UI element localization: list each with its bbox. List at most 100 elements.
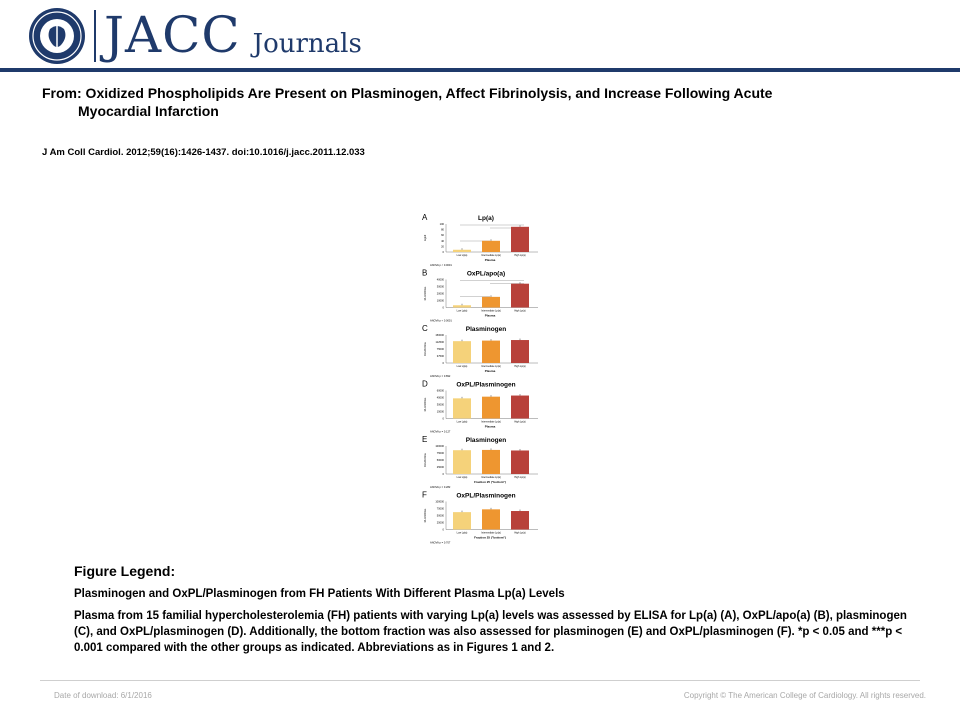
x-tick-e: Low Lp(a)	[457, 476, 468, 479]
y-tick-b: 10000	[437, 299, 445, 303]
panel-title-b: OxPL/apo(a)	[467, 271, 505, 278]
x-label-e: Fraction 25 ("bottom")	[474, 480, 506, 484]
x-tick-a: Intermediate Lp(a)	[481, 254, 501, 257]
y-label-b: RLU/100ms	[423, 286, 427, 300]
x-tick-d: High Lp(a)	[514, 421, 525, 424]
y-tick-b: 30000	[437, 285, 445, 289]
y-tick-f: 75000	[437, 507, 445, 511]
x-label-a: Plasma	[485, 258, 496, 262]
bar-c-3	[511, 340, 529, 363]
y-tick-b: 40000	[437, 278, 445, 282]
anova-a: ANOVA p < 0.0001	[430, 263, 452, 267]
acc-seal-icon	[29, 8, 85, 64]
y-tick-c: 0	[443, 361, 445, 365]
y-tick-a: 60	[441, 233, 444, 237]
panel-letter-a: A	[422, 213, 428, 222]
panel-title-c: Plasminogen	[466, 326, 506, 333]
panel-letter-b: B	[422, 269, 427, 278]
x-tick-b: Low Lp(a)	[457, 310, 468, 313]
x-label-c: Plasma	[485, 369, 496, 373]
panel-title-d: OxPL/Plasminogen	[456, 382, 515, 389]
x-label-b: Plasma	[485, 314, 496, 318]
y-label-a: mg/dl	[423, 234, 427, 241]
legend-body: Plasma from 15 familial hypercholesterol…	[74, 610, 907, 654]
brand-divider	[94, 10, 96, 62]
bar-e-1	[453, 450, 471, 474]
panel-letter-c: C	[422, 324, 428, 333]
journal-logo: JACC Journals	[104, 4, 362, 66]
x-tick-f: Low Lp(a)	[457, 532, 468, 535]
y-tick-c: 150000	[435, 333, 444, 337]
y-label-c: RLU/100ms	[423, 341, 427, 355]
logo-sub: Journals	[252, 29, 362, 59]
citation: J Am Coll Cardiol. 2012;59(16):1426-1437…	[42, 147, 365, 158]
bar-a-3	[511, 226, 529, 252]
legend-title: Plasminogen and OxPL/Plasminogen from FH…	[74, 588, 565, 600]
x-tick-c: High Lp(a)	[514, 365, 525, 368]
y-tick-d: 45000	[437, 396, 445, 400]
y-tick-e: 100000	[435, 444, 444, 448]
x-tick-a: Low Lp(a)	[457, 254, 468, 257]
anova-e: ANOVA p = 0.282	[430, 485, 451, 489]
y-tick-f: 0	[443, 528, 445, 532]
y-tick-c: 75000	[437, 347, 445, 351]
x-label-d: Plasma	[485, 425, 496, 429]
x-tick-b: Intermediate Lp(a)	[481, 310, 501, 313]
y-label-e: RLU/100ms	[423, 452, 427, 466]
y-tick-a: 20	[441, 244, 444, 248]
x-tick-d: Low Lp(a)	[457, 421, 468, 424]
y-tick-e: 50000	[437, 458, 445, 462]
anova-b: ANOVA p < 0.0001	[430, 319, 452, 323]
bar-a-1	[453, 249, 471, 252]
bar-f-1	[453, 512, 471, 530]
y-tick-d: 60000	[437, 389, 445, 393]
bar-b-3	[511, 283, 529, 308]
x-tick-f: High Lp(a)	[514, 532, 525, 535]
y-tick-c: 112500	[436, 340, 445, 344]
y-tick-e: 25000	[437, 465, 445, 469]
title-line-2: Myocardial Infarction	[78, 103, 219, 119]
legend-heading: Figure Legend:	[74, 563, 176, 579]
y-tick-a: 0	[443, 250, 445, 254]
footer-rule	[40, 680, 920, 681]
y-tick-c: 37500	[437, 354, 445, 358]
x-tick-e: Intermediate Lp(a)	[481, 476, 501, 479]
panel-title-a: Lp(a)	[478, 215, 494, 222]
panel-letter-f: F	[422, 491, 427, 500]
x-tick-b: High Lp(a)	[514, 310, 525, 313]
y-tick-a: 40	[441, 239, 444, 243]
bar-d-3	[511, 395, 529, 419]
bar-d-1	[453, 398, 471, 419]
y-tick-d: 30000	[437, 403, 445, 407]
bar-b-1	[453, 305, 471, 308]
anova-d: ANOVA p = 0.127	[430, 430, 451, 434]
x-tick-e: High Lp(a)	[514, 476, 525, 479]
bar-b-2	[482, 296, 500, 308]
x-tick-d: Intermediate Lp(a)	[481, 421, 501, 424]
x-tick-a: High Lp(a)	[514, 254, 525, 257]
download-date: Date of download: 6/1/2016	[54, 691, 152, 700]
article-title: From: Oxidized Phospholipids Are Present…	[42, 84, 902, 120]
figure: A Lp(a) mg/dl 0 20 40 60 80 100 Low Lp(a) Intermed…	[420, 210, 540, 545]
panel-letter-e: E	[422, 435, 427, 444]
header: JACC Journals	[0, 0, 960, 68]
y-tick-a: 80	[441, 228, 444, 232]
bar-f-2	[482, 509, 500, 530]
anova-f: ANOVA p = 0.707	[430, 541, 451, 545]
bar-a-2	[482, 240, 500, 252]
y-tick-b: 0	[443, 306, 445, 310]
bar-d-2	[482, 396, 500, 419]
y-tick-f: 100000	[435, 500, 444, 504]
y-label-d: RLU/100ms	[423, 397, 427, 411]
panel-letter-d: D	[422, 380, 428, 389]
y-tick-d: 0	[443, 417, 445, 421]
copyright: Copyright © The American College of Card…	[683, 691, 926, 700]
x-tick-f: Intermediate Lp(a)	[481, 532, 501, 535]
title-line-1: From: Oxidized Phospholipids Are Present…	[42, 85, 773, 101]
x-tick-c: Low Lp(a)	[457, 365, 468, 368]
bar-e-3	[511, 450, 529, 474]
x-tick-c: Intermediate Lp(a)	[481, 365, 501, 368]
y-tick-d: 15000	[437, 410, 445, 414]
logo-main: JACC	[104, 6, 241, 64]
